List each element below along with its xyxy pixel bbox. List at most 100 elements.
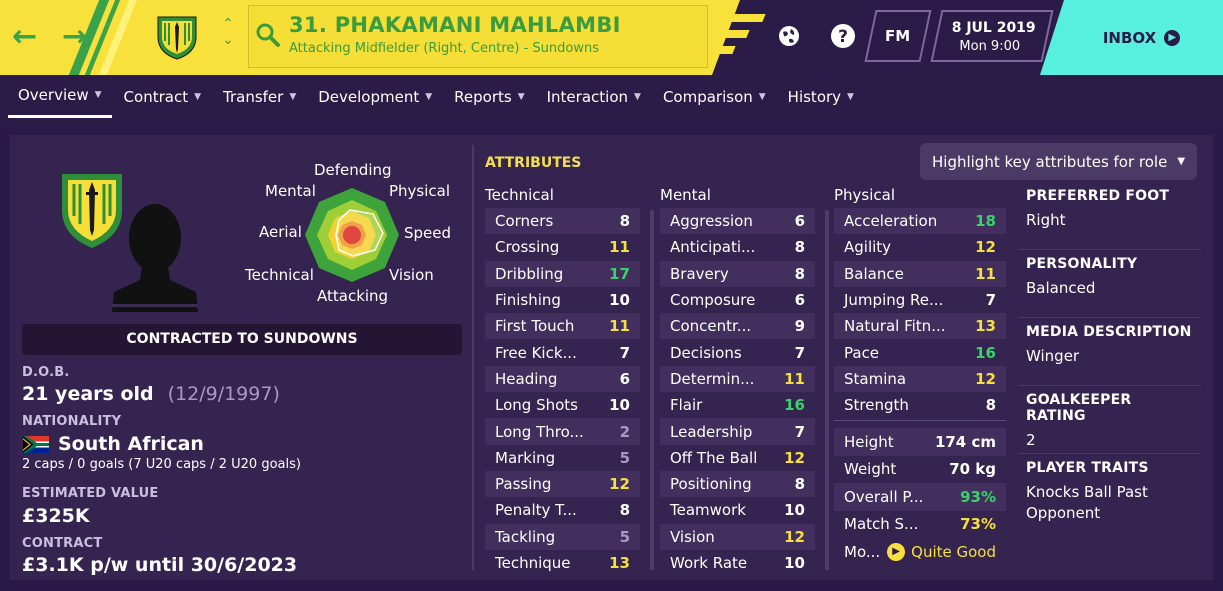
attribute-row[interactable]: Vision 12 bbox=[660, 523, 815, 550]
morale-value-group: ▶ Quite Good bbox=[887, 542, 996, 561]
attribute-name: Balance bbox=[844, 264, 904, 283]
attribute-row[interactable]: Stamina 12 bbox=[834, 365, 1006, 393]
attribute-row[interactable]: Work Rate 10 bbox=[660, 550, 815, 576]
chevron-down-icon: ▼ bbox=[517, 91, 525, 102]
svg-text:?: ? bbox=[838, 27, 848, 47]
info-row[interactable]: Weight 70 kg bbox=[834, 456, 1006, 484]
attribute-row[interactable]: Free Kick... 7 bbox=[485, 339, 640, 365]
attribute-row[interactable]: Composure 6 bbox=[660, 287, 815, 313]
tab-overview[interactable]: Overview ▼ bbox=[8, 75, 112, 118]
attribute-name: Determin... bbox=[670, 369, 755, 388]
attribute-row[interactable]: Technique 13 bbox=[485, 550, 640, 576]
player-search-box[interactable] bbox=[248, 5, 708, 68]
attribute-row[interactable]: Agility 12 bbox=[834, 234, 1006, 260]
tab-label: Development bbox=[318, 87, 420, 106]
attribute-row[interactable]: Marking 5 bbox=[485, 445, 640, 471]
attribute-row[interactable]: Aggression 6 bbox=[660, 208, 815, 235]
goalkeeper-rating-block: GOALKEEPER RATING 2 bbox=[1018, 386, 1201, 454]
inbox-button[interactable]: INBOX ▶ bbox=[1040, 0, 1223, 75]
tab-transfer[interactable]: Transfer ▼ bbox=[213, 75, 306, 118]
info-row[interactable]: Overall P... 93% bbox=[834, 483, 1006, 511]
attribute-value: 11 bbox=[609, 317, 630, 336]
attribute-row[interactable]: Off The Ball 12 bbox=[660, 445, 815, 471]
scrollbar[interactable] bbox=[650, 210, 654, 570]
club-crest-icon[interactable] bbox=[156, 13, 198, 61]
attribute-row[interactable]: Pace 16 bbox=[834, 339, 1006, 365]
contract-value[interactable]: £3.1K p/w until 30/6/2023 bbox=[22, 554, 298, 576]
tab-label: Interaction bbox=[546, 87, 629, 106]
attribute-name: Composure bbox=[670, 291, 756, 310]
attribute-row[interactable]: Anticipati... 8 bbox=[660, 234, 815, 260]
attribute-row[interactable]: Jumping Re... 7 bbox=[834, 287, 1006, 313]
attribute-row[interactable]: Passing 12 bbox=[485, 470, 640, 498]
player-trait[interactable]: Knocks Ball Past Opponent bbox=[1026, 483, 1148, 522]
attribute-name: Passing bbox=[495, 475, 552, 494]
chevron-down-icon: ▼ bbox=[847, 91, 854, 102]
help-icon[interactable]: ? bbox=[828, 19, 858, 53]
attribute-row[interactable]: Finishing 10 bbox=[485, 287, 640, 313]
player-name: 31. PHAKAMANI MAHLAMBI bbox=[289, 13, 621, 37]
attribute-row[interactable]: Flair 16 bbox=[660, 392, 815, 418]
tab-reports[interactable]: Reports ▼ bbox=[444, 75, 534, 118]
attribute-row[interactable]: Positioning 8 bbox=[660, 470, 815, 498]
attribute-row[interactable]: Penalty T... 8 bbox=[485, 497, 640, 523]
attribute-value: 12 bbox=[784, 448, 805, 467]
attribute-row[interactable]: Heading 6 bbox=[485, 365, 640, 393]
radar-label-defending: Defending bbox=[314, 161, 392, 179]
attribute-row[interactable]: Balance 11 bbox=[834, 260, 1006, 287]
up-down-icon[interactable]: ⌃ ⌄ bbox=[222, 16, 234, 48]
physical-heading: Physical bbox=[834, 186, 896, 204]
attribute-name: Work Rate bbox=[670, 554, 748, 572]
dob-value: (12/9/1997) bbox=[167, 383, 280, 405]
nationality-value[interactable]: South African bbox=[58, 433, 204, 455]
fm-menu-button[interactable]: FM bbox=[864, 10, 932, 62]
attribute-row[interactable]: First Touch 11 bbox=[485, 313, 640, 340]
forward-arrow-icon[interactable]: → bbox=[62, 19, 88, 54]
attribute-row[interactable]: Concentr... 9 bbox=[660, 313, 815, 340]
attribute-row[interactable]: Tackling 5 bbox=[485, 523, 640, 550]
scrollbar[interactable] bbox=[825, 210, 829, 570]
tab-development[interactable]: Development ▼ bbox=[308, 75, 442, 118]
attribute-value: 7 bbox=[794, 343, 805, 362]
tab-history[interactable]: History ▼ bbox=[778, 75, 864, 118]
attribute-row[interactable]: Decisions 7 bbox=[660, 339, 815, 365]
attribute-row[interactable]: Bravery 8 bbox=[660, 260, 815, 287]
age: 21 years old bbox=[22, 383, 154, 405]
tab-comparison[interactable]: Comparison ▼ bbox=[653, 75, 776, 118]
tab-contract[interactable]: Contract ▼ bbox=[114, 75, 211, 118]
morale-row[interactable]: Mo... ▶ Quite Good bbox=[834, 538, 1006, 566]
attribute-row[interactable]: Dribbling 17 bbox=[485, 260, 640, 287]
attribute-row[interactable]: Crossing 11 bbox=[485, 234, 640, 260]
info-row[interactable]: Match S... 73% bbox=[834, 511, 1006, 539]
attribute-name: Technique bbox=[495, 554, 571, 572]
attribute-row[interactable]: Long Thro... 2 bbox=[485, 418, 640, 445]
attribute-name: Concentr... bbox=[670, 317, 752, 336]
back-arrow-icon[interactable]: ← bbox=[12, 19, 38, 54]
attribute-row[interactable]: Strength 8 bbox=[834, 392, 1006, 418]
attribute-value: 16 bbox=[784, 396, 805, 415]
attribute-name: Match S... bbox=[844, 515, 919, 534]
estimated-value-label: ESTIMATED VALUE bbox=[22, 486, 159, 501]
attribute-name: Natural Fitn... bbox=[844, 317, 946, 336]
attribute-value: 16 bbox=[975, 343, 996, 362]
info-row[interactable]: Height 174 cm bbox=[834, 428, 1006, 456]
attribute-row[interactable]: Acceleration 18 bbox=[834, 208, 1006, 235]
world-icon[interactable] bbox=[774, 19, 804, 53]
attribute-row[interactable]: Determin... 11 bbox=[660, 365, 815, 393]
attribute-row[interactable]: Natural Fitn... 13 bbox=[834, 313, 1006, 340]
attribute-row[interactable]: Long Shots 10 bbox=[485, 392, 640, 418]
attribute-name: Jumping Re... bbox=[844, 291, 944, 310]
decor-stripe bbox=[722, 14, 766, 22]
date-display[interactable]: 8 JUL 2019 Mon 9:00 bbox=[930, 10, 1054, 62]
attribute-row[interactable]: Leadership 7 bbox=[660, 418, 815, 445]
attribute-row[interactable]: Corners 8 bbox=[485, 208, 640, 235]
attribute-row[interactable]: Teamwork 10 bbox=[660, 497, 815, 523]
tab-label: Reports bbox=[454, 87, 512, 106]
search-icon[interactable] bbox=[255, 22, 281, 48]
attribute-name: Strength bbox=[844, 396, 909, 415]
media-description-label: MEDIA DESCRIPTION bbox=[1026, 324, 1192, 340]
tab-interaction[interactable]: Interaction ▼ bbox=[537, 75, 651, 118]
contract-status-bar: CONTRACTED TO SUNDOWNS bbox=[22, 324, 462, 355]
player-position-club[interactable]: Attacking Midfielder (Right, Centre) - S… bbox=[289, 41, 599, 56]
highlight-role-dropdown[interactable]: Highlight key attributes for role ▼ bbox=[920, 143, 1197, 180]
